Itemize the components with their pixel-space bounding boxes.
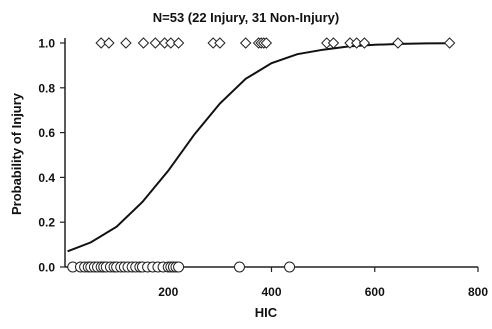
- injury-diamond-point: [165, 37, 177, 49]
- injury-diamond-point: [95, 37, 107, 49]
- y-tick-label: 0.6: [38, 126, 55, 140]
- x-tick-label: 800: [468, 285, 488, 299]
- injury-diamond-point: [350, 37, 363, 49]
- injury-diamond-point: [358, 37, 371, 49]
- y-axis-label: Probability of Injury: [9, 92, 24, 215]
- injury-diamond-point: [260, 37, 273, 49]
- injury-diamond-point: [137, 37, 150, 49]
- x-tick-label: 200: [158, 285, 178, 299]
- injury-diamond-point: [149, 37, 162, 49]
- y-tick-label: 1.0: [38, 37, 55, 51]
- injury-diamond-point: [120, 37, 132, 49]
- injury-diamond-point: [239, 37, 252, 49]
- injury-diamond-point: [392, 37, 404, 49]
- x-axis-label: HIC: [255, 305, 278, 320]
- injury-diamond-point: [443, 37, 456, 49]
- injury-diamond-point: [172, 37, 185, 49]
- injury-diamond-point: [214, 37, 226, 49]
- y-tick-label: 0.2: [38, 216, 55, 230]
- non-injury-circle-point: [284, 261, 296, 273]
- chart-title: N=53 (22 Injury, 31 Non-Injury): [153, 10, 340, 25]
- x-tick-label: 400: [261, 285, 281, 299]
- y-tick-label: 0.0: [38, 261, 55, 275]
- injury-diamond-point: [103, 37, 115, 49]
- injury-diamond-point: [327, 37, 340, 49]
- y-tick-label: 0.8: [38, 81, 55, 95]
- y-tick-label: 0.4: [38, 171, 55, 185]
- non-injury-circle-point: [173, 261, 185, 273]
- x-tick-label: 600: [365, 285, 385, 299]
- logistic-curve: [67, 42, 453, 253]
- non-injury-circle-point: [233, 261, 245, 273]
